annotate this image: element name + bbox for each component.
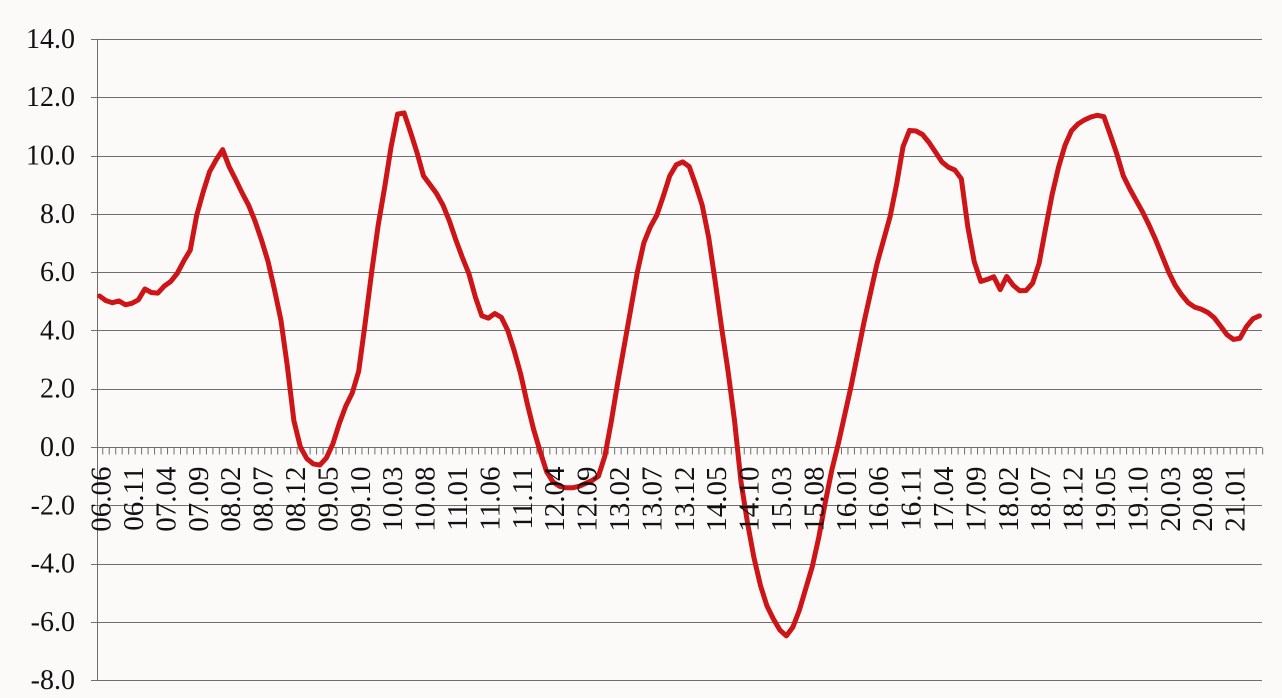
svg-text:21.01: 21.01 bbox=[1220, 467, 1252, 532]
svg-text:10.08: 10.08 bbox=[410, 467, 442, 532]
svg-text:14.0: 14.0 bbox=[26, 24, 75, 55]
svg-text:-2.0: -2.0 bbox=[31, 490, 75, 521]
svg-text:15.08: 15.08 bbox=[798, 467, 830, 532]
svg-text:18.12: 18.12 bbox=[1058, 467, 1090, 532]
svg-text:08.12: 08.12 bbox=[280, 467, 312, 532]
svg-text:11.11: 11.11 bbox=[507, 467, 539, 530]
svg-text:0.0: 0.0 bbox=[40, 432, 75, 463]
svg-text:20.08: 20.08 bbox=[1187, 467, 1219, 532]
svg-text:10.0: 10.0 bbox=[26, 141, 75, 172]
svg-text:13.07: 13.07 bbox=[636, 467, 668, 532]
svg-text:-6.0: -6.0 bbox=[31, 607, 75, 638]
svg-text:14.05: 14.05 bbox=[701, 467, 733, 532]
svg-text:08.07: 08.07 bbox=[248, 467, 280, 532]
svg-text:06.11: 06.11 bbox=[118, 467, 150, 531]
svg-text:18.02: 18.02 bbox=[993, 467, 1025, 532]
svg-text:08.02: 08.02 bbox=[215, 467, 247, 532]
svg-text:07.04: 07.04 bbox=[150, 466, 182, 532]
svg-text:16.01: 16.01 bbox=[831, 467, 863, 532]
svg-text:09.05: 09.05 bbox=[312, 467, 344, 532]
svg-text:07.09: 07.09 bbox=[183, 467, 215, 532]
svg-text:12.0: 12.0 bbox=[26, 82, 75, 113]
svg-text:12.09: 12.09 bbox=[572, 467, 604, 532]
svg-text:11.06: 11.06 bbox=[474, 467, 506, 531]
svg-text:06.06: 06.06 bbox=[86, 467, 118, 532]
svg-text:13.12: 13.12 bbox=[669, 467, 701, 532]
svg-text:19.10: 19.10 bbox=[1122, 467, 1154, 532]
svg-text:8.0: 8.0 bbox=[40, 199, 75, 230]
svg-text:6.0: 6.0 bbox=[40, 257, 75, 288]
svg-text:17.04: 17.04 bbox=[928, 466, 960, 532]
svg-text:15.03: 15.03 bbox=[766, 467, 798, 532]
svg-text:2.0: 2.0 bbox=[40, 374, 75, 405]
svg-text:-4.0: -4.0 bbox=[31, 549, 75, 580]
svg-text:14.10: 14.10 bbox=[734, 467, 766, 532]
svg-text:16.06: 16.06 bbox=[863, 467, 895, 532]
svg-text:16.11: 16.11 bbox=[896, 467, 928, 531]
svg-text:12.04: 12.04 bbox=[539, 466, 571, 532]
svg-text:4.0: 4.0 bbox=[40, 315, 75, 346]
svg-text:13.02: 13.02 bbox=[604, 467, 636, 532]
svg-text:18.07: 18.07 bbox=[1025, 467, 1057, 532]
svg-text:10.03: 10.03 bbox=[377, 467, 409, 532]
svg-text:20.03: 20.03 bbox=[1155, 467, 1187, 532]
svg-text:-8.0: -8.0 bbox=[31, 665, 75, 696]
svg-text:17.09: 17.09 bbox=[960, 467, 992, 532]
svg-text:09.10: 09.10 bbox=[345, 467, 377, 532]
svg-text:19.05: 19.05 bbox=[1090, 467, 1122, 532]
svg-text:11.01: 11.01 bbox=[442, 467, 474, 531]
